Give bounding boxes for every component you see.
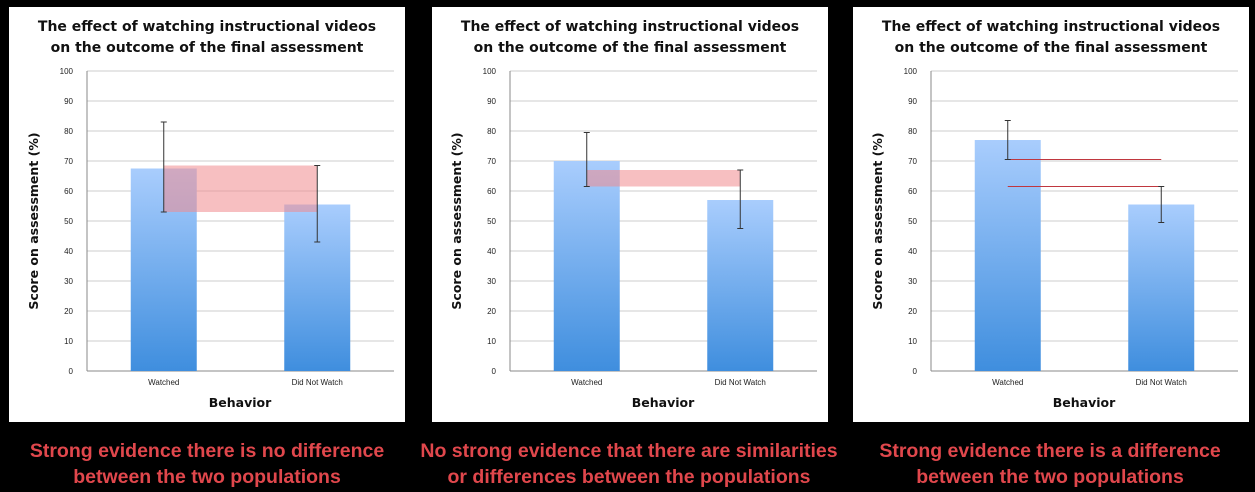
y-tick-label: 50 <box>908 217 917 226</box>
chart-svg-3: The effect of watching instructional vid… <box>870 19 1238 410</box>
y-tick-label: 80 <box>487 127 496 136</box>
y-tick-label: 60 <box>64 187 73 196</box>
chart-title-line-2: on the outcome of the final assessment <box>895 40 1208 56</box>
y-tick-label: 40 <box>487 247 496 256</box>
chart-panel-1: The effect of watching instructional vid… <box>9 7 405 422</box>
y-tick-label: 40 <box>908 247 917 256</box>
caption-1-line-1: Strong evidence there is no difference <box>29 440 385 462</box>
y-tick-label: 70 <box>908 157 917 166</box>
y-tick-label: 50 <box>487 217 496 226</box>
y-axis-label: Score on assessment (%) <box>26 132 41 309</box>
x-axis-label: Behavior <box>632 395 695 410</box>
x-category-label: Did Not Watch <box>715 378 766 387</box>
y-tick-label: 100 <box>60 67 74 76</box>
chart-panel-3: The effect of watching instructional vid… <box>853 7 1249 422</box>
chart-svg-1: The effect of watching instructional vid… <box>26 19 394 410</box>
x-axis-label: Behavior <box>1053 395 1116 410</box>
bar-did-not-watch <box>1128 204 1195 371</box>
y-tick-label: 100 <box>483 67 497 76</box>
caption-1-line-2: between the two populations <box>73 466 341 488</box>
x-category-label: Watched <box>992 378 1023 387</box>
y-tick-label: 10 <box>908 337 917 346</box>
bar-watched <box>974 140 1041 371</box>
chart-title-line-1: The effect of watching instructional vid… <box>461 19 799 35</box>
y-tick-label: 20 <box>908 307 917 316</box>
y-tick-label: 90 <box>487 97 496 106</box>
bar-watched <box>553 161 620 371</box>
caption-3-line-1: Strong evidence there is a difference <box>879 440 1221 462</box>
caption-2: No strong evidence that there are simila… <box>420 438 838 490</box>
y-tick-label: 100 <box>904 67 918 76</box>
overlap-band <box>163 165 318 212</box>
x-category-label: Watched <box>148 378 179 387</box>
y-tick-label: 20 <box>64 307 73 316</box>
y-tick-label: 80 <box>64 127 73 136</box>
y-tick-label: 80 <box>908 127 917 136</box>
y-tick-label: 0 <box>492 367 497 376</box>
caption-3-line-2: between the two populations <box>916 466 1184 488</box>
y-tick-label: 30 <box>64 277 73 286</box>
chart-title-line-2: on the outcome of the final assessment <box>474 40 787 56</box>
caption-3: Strong evidence there is a difference be… <box>841 438 1255 490</box>
y-tick-label: 10 <box>64 337 73 346</box>
y-tick-label: 60 <box>487 187 496 196</box>
caption-1: Strong evidence there is no difference b… <box>0 438 416 490</box>
y-tick-label: 70 <box>487 157 496 166</box>
chart-panel-2: The effect of watching instructional vid… <box>432 7 828 422</box>
x-category-label: Watched <box>571 378 602 387</box>
y-tick-label: 20 <box>487 307 496 316</box>
y-tick-label: 0 <box>913 367 918 376</box>
x-category-label: Did Not Watch <box>1136 378 1187 387</box>
y-axis-label: Score on assessment (%) <box>870 132 885 309</box>
overlap-band <box>586 170 741 187</box>
y-tick-label: 40 <box>64 247 73 256</box>
x-axis-label: Behavior <box>209 395 272 410</box>
chart-title-line-2: on the outcome of the final assessment <box>51 40 364 56</box>
y-tick-label: 10 <box>487 337 496 346</box>
y-tick-label: 30 <box>487 277 496 286</box>
chart-svg-2: The effect of watching instructional vid… <box>449 19 817 410</box>
y-tick-label: 50 <box>64 217 73 226</box>
x-category-label: Did Not Watch <box>292 378 343 387</box>
caption-2-line-1: No strong evidence that there are simila… <box>420 440 838 462</box>
chart-title-line-1: The effect of watching instructional vid… <box>38 19 376 35</box>
y-tick-label: 60 <box>908 187 917 196</box>
y-axis-label: Score on assessment (%) <box>449 132 464 309</box>
y-tick-label: 30 <box>908 277 917 286</box>
y-tick-label: 0 <box>69 367 74 376</box>
y-tick-label: 90 <box>908 97 917 106</box>
caption-2-line-2: or differences between the populations <box>447 466 811 488</box>
y-tick-label: 70 <box>64 157 73 166</box>
chart-title-line-1: The effect of watching instructional vid… <box>882 19 1220 35</box>
y-tick-label: 90 <box>64 97 73 106</box>
